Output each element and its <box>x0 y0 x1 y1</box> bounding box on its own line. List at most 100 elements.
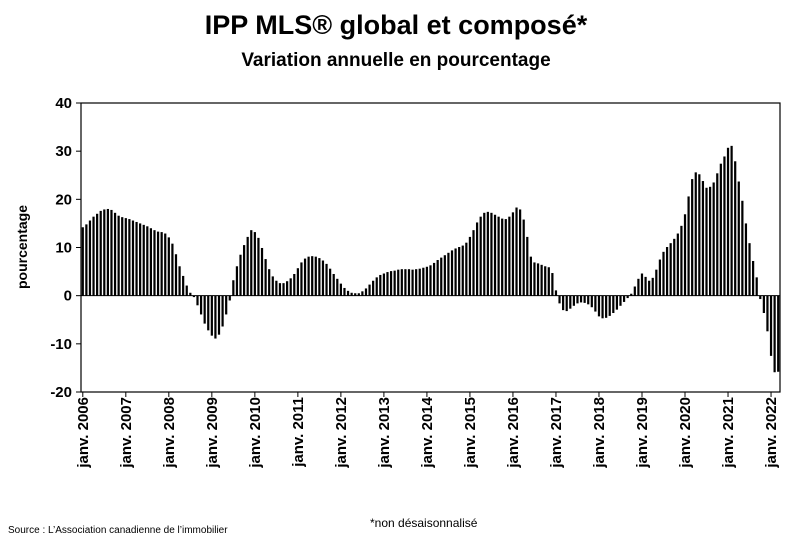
bar <box>329 268 332 296</box>
bar <box>752 260 755 296</box>
bar <box>242 245 246 296</box>
bar <box>572 295 575 306</box>
bar <box>483 212 486 296</box>
bar <box>232 280 235 296</box>
x-tick-label: janv. 2011 <box>290 397 307 468</box>
bar <box>217 295 221 335</box>
bar <box>680 225 683 296</box>
bar <box>547 267 550 296</box>
bar <box>737 181 740 296</box>
bar <box>289 278 292 296</box>
x-tick-label: janv. 2022 <box>763 397 780 469</box>
bar <box>429 265 432 296</box>
bar <box>622 295 626 302</box>
bar <box>597 295 601 317</box>
bar <box>99 210 102 296</box>
bar <box>321 260 325 296</box>
bar <box>149 228 153 296</box>
bar <box>497 216 500 296</box>
bar <box>461 245 464 296</box>
bar <box>741 200 744 296</box>
bar <box>594 295 597 312</box>
bar <box>282 283 285 296</box>
bar <box>658 259 662 296</box>
bar <box>382 273 386 296</box>
bar <box>458 247 461 296</box>
bar <box>146 226 149 296</box>
bar <box>325 263 328 296</box>
bar <box>544 266 547 296</box>
bar <box>759 295 762 300</box>
bar <box>246 236 249 296</box>
y-tick-label: -10 <box>50 336 72 353</box>
bar <box>701 181 705 296</box>
x-tick-label: janv. 2017 <box>548 397 565 469</box>
bar <box>339 283 342 296</box>
bar <box>257 237 260 296</box>
bar <box>508 216 511 296</box>
bar <box>579 295 583 303</box>
y-tick-label: 10 <box>55 240 72 257</box>
bar <box>185 285 188 296</box>
bar <box>128 219 131 296</box>
bar <box>286 281 289 296</box>
bar <box>415 269 418 296</box>
x-tick-label: janv. 2015 <box>462 397 479 469</box>
bar <box>691 179 694 296</box>
bar <box>694 172 697 296</box>
bar <box>171 243 174 296</box>
bar <box>346 290 350 296</box>
x-tick-label: janv. 2006 <box>75 397 92 469</box>
bars-group <box>81 145 780 373</box>
bar <box>468 236 472 296</box>
bar <box>612 295 615 314</box>
bar <box>350 292 353 296</box>
bar <box>533 262 536 296</box>
bar <box>106 208 109 296</box>
bar <box>293 273 296 296</box>
bar <box>637 278 640 296</box>
bar <box>450 250 454 296</box>
bar <box>719 163 722 296</box>
bar <box>619 295 622 306</box>
y-tick-label: 40 <box>55 95 72 112</box>
x-tick-label: janv. 2014 <box>419 396 436 468</box>
bar <box>167 237 170 296</box>
bar <box>440 257 443 296</box>
bar <box>744 223 748 296</box>
y-tick-label: -20 <box>50 384 72 401</box>
bar <box>475 222 479 296</box>
x-tick-label: janv. 2018 <box>591 397 608 469</box>
x-tick-label: janv. 2019 <box>634 397 651 469</box>
bar <box>432 262 436 296</box>
bar <box>372 280 375 296</box>
bar <box>422 267 425 296</box>
y-ticks-group: -20 -10 0 10 20 30 40 <box>50 95 81 401</box>
bar <box>300 262 303 296</box>
bar <box>210 295 213 336</box>
bar <box>605 295 608 318</box>
bar <box>214 295 217 339</box>
bar <box>117 215 120 296</box>
bar <box>490 212 493 296</box>
bar <box>529 256 532 296</box>
bar <box>708 186 712 296</box>
bar <box>250 230 253 296</box>
chart-subtitle: Variation annuelle en pourcentage <box>241 50 551 71</box>
bar <box>712 182 715 296</box>
bar <box>540 264 543 296</box>
y-tick-label: 0 <box>64 288 72 305</box>
bar <box>655 269 658 296</box>
bar <box>182 275 185 296</box>
bar <box>716 173 719 296</box>
bar <box>379 274 382 296</box>
bar <box>615 295 619 310</box>
bar <box>303 258 307 296</box>
x-tick-label: janv. 2021 <box>720 397 737 469</box>
bar <box>389 271 393 296</box>
x-tick-label: janv. 2020 <box>677 397 694 469</box>
bar <box>160 232 163 296</box>
bar <box>640 273 644 296</box>
bar <box>436 260 439 296</box>
y-tick-label: 20 <box>55 191 72 208</box>
